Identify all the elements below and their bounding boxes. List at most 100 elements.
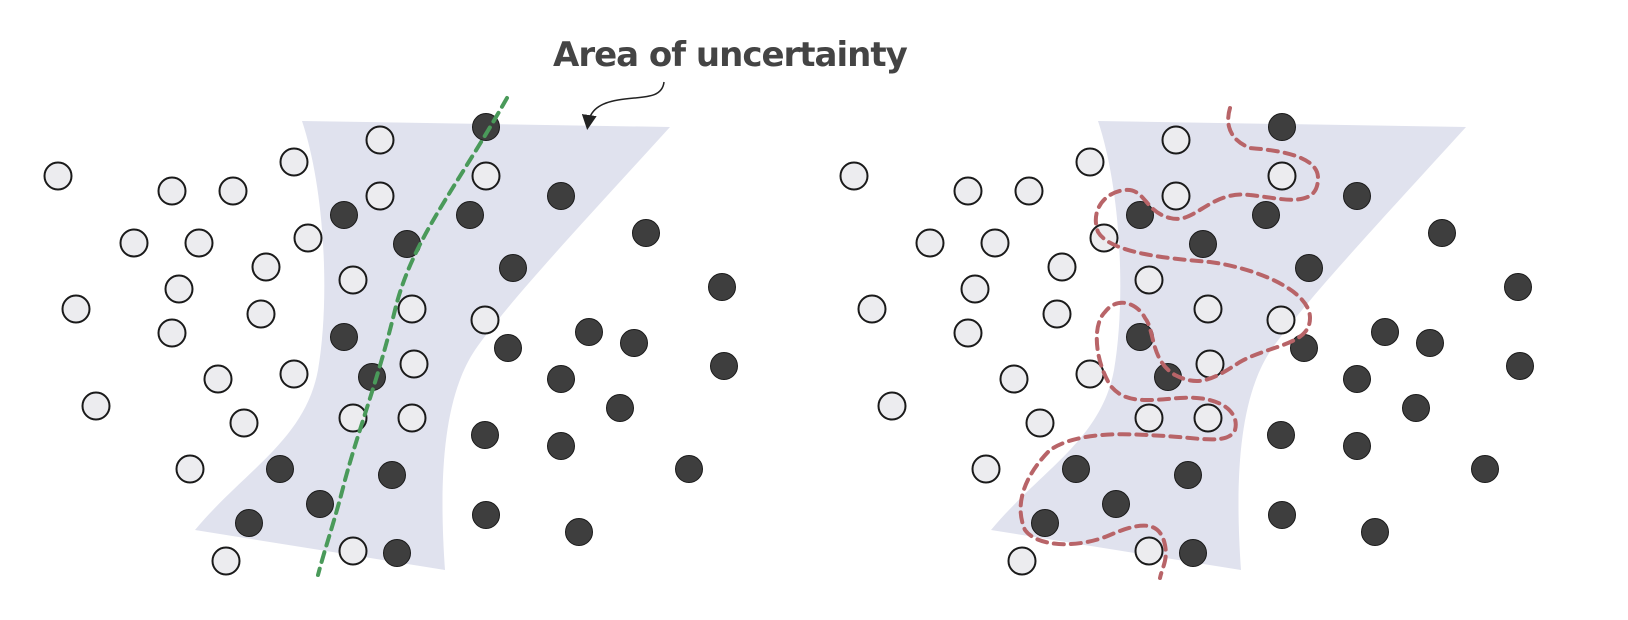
uncertainty-region — [195, 121, 670, 570]
light-class-point — [1075, 147, 1105, 177]
dark-class-point — [1102, 490, 1130, 518]
dark-class-point — [575, 318, 603, 346]
dark-class-point — [378, 461, 406, 489]
dark-class-point — [499, 254, 527, 282]
panel-overfit-boundary — [839, 106, 1534, 580]
dark-class-point — [1402, 394, 1430, 422]
light-class-point — [157, 318, 187, 348]
light-class-point — [1014, 176, 1044, 206]
light-class-point — [397, 403, 427, 433]
light-class-point — [1042, 299, 1072, 329]
dark-class-point — [1428, 219, 1456, 247]
light-class-point — [338, 536, 368, 566]
dark-class-point — [1174, 461, 1202, 489]
light-class-point — [203, 364, 233, 394]
dark-class-point — [1361, 518, 1389, 546]
dark-class-point — [358, 363, 386, 391]
light-class-point — [1161, 125, 1191, 155]
dark-class-point — [306, 490, 334, 518]
dark-class-point — [1268, 113, 1296, 141]
dark-class-point — [1062, 455, 1090, 483]
dark-class-point — [1506, 352, 1534, 380]
dark-class-point — [1126, 201, 1154, 229]
light-class-point — [1007, 546, 1037, 576]
light-class-point — [953, 176, 983, 206]
light-class-point — [1134, 403, 1164, 433]
dark-class-point — [547, 182, 575, 210]
dark-class-point — [1343, 182, 1371, 210]
dark-class-point — [710, 352, 738, 380]
dark-class-point — [494, 334, 522, 362]
dark-class-point — [1179, 539, 1207, 567]
area-of-uncertainty-label: Area of uncertainty — [553, 35, 908, 75]
dark-class-point — [1504, 273, 1532, 301]
dark-class-point — [471, 421, 499, 449]
dark-class-point — [675, 455, 703, 483]
panel-simple-boundary — [43, 96, 738, 577]
light-class-point — [1193, 294, 1223, 324]
light-class-point — [218, 176, 248, 206]
overfit-decision-boundary — [1018, 106, 1321, 580]
light-class-point — [960, 274, 990, 304]
dark-class-point — [547, 432, 575, 460]
light-class-point — [251, 252, 281, 282]
dark-class-point — [1268, 501, 1296, 529]
light-class-point — [915, 228, 945, 258]
dark-class-point — [708, 273, 736, 301]
light-class-point — [399, 349, 429, 379]
light-class-point — [971, 454, 1001, 484]
light-class-point — [1267, 161, 1297, 191]
light-class-point — [1025, 408, 1055, 438]
light-class-point — [1047, 252, 1077, 282]
light-class-point — [211, 546, 241, 576]
dark-class-point — [547, 365, 575, 393]
dark-class-point — [606, 394, 634, 422]
light-class-point — [175, 454, 205, 484]
light-class-point — [43, 161, 73, 191]
light-class-point — [471, 161, 501, 191]
dark-class-point — [1290, 334, 1318, 362]
light-class-point — [1134, 536, 1164, 566]
light-class-point — [119, 228, 149, 258]
light-class-point — [365, 125, 395, 155]
dark-class-point — [620, 329, 648, 357]
light-class-point — [184, 228, 214, 258]
points-group-left — [43, 113, 738, 576]
dark-class-point — [383, 539, 411, 567]
light-class-point — [338, 265, 368, 295]
light-class-point — [857, 294, 887, 324]
dark-class-point — [1371, 318, 1399, 346]
light-class-point — [980, 228, 1010, 258]
light-class-point — [470, 305, 500, 335]
light-class-point — [1193, 403, 1223, 433]
light-class-point — [365, 181, 395, 211]
light-class-point — [1195, 349, 1225, 379]
light-class-point — [1266, 305, 1296, 335]
dark-class-point — [330, 201, 358, 229]
dark-class-point — [1267, 421, 1295, 449]
dark-class-point — [1126, 323, 1154, 351]
dark-class-point — [1189, 230, 1217, 258]
dark-class-point — [1471, 455, 1499, 483]
points-group-right — [839, 113, 1534, 576]
uncertainty-region — [991, 121, 1466, 570]
light-class-point — [999, 364, 1029, 394]
annotation-arrow — [581, 81, 665, 130]
dark-class-point — [266, 455, 294, 483]
light-class-point — [81, 391, 111, 421]
uncertainty-annotation: Area of uncertainty — [553, 35, 909, 130]
light-class-point — [1161, 181, 1191, 211]
dark-class-point — [1343, 432, 1371, 460]
dark-class-point — [565, 518, 593, 546]
light-class-point — [246, 299, 276, 329]
light-class-point — [61, 294, 91, 324]
dark-class-point — [472, 501, 500, 529]
dark-class-point — [1416, 329, 1444, 357]
light-class-point — [164, 274, 194, 304]
dark-class-point — [235, 509, 263, 537]
light-class-point — [157, 176, 187, 206]
light-class-point — [293, 223, 323, 253]
simple-decision-boundary — [316, 96, 509, 577]
dark-class-point — [1295, 254, 1323, 282]
